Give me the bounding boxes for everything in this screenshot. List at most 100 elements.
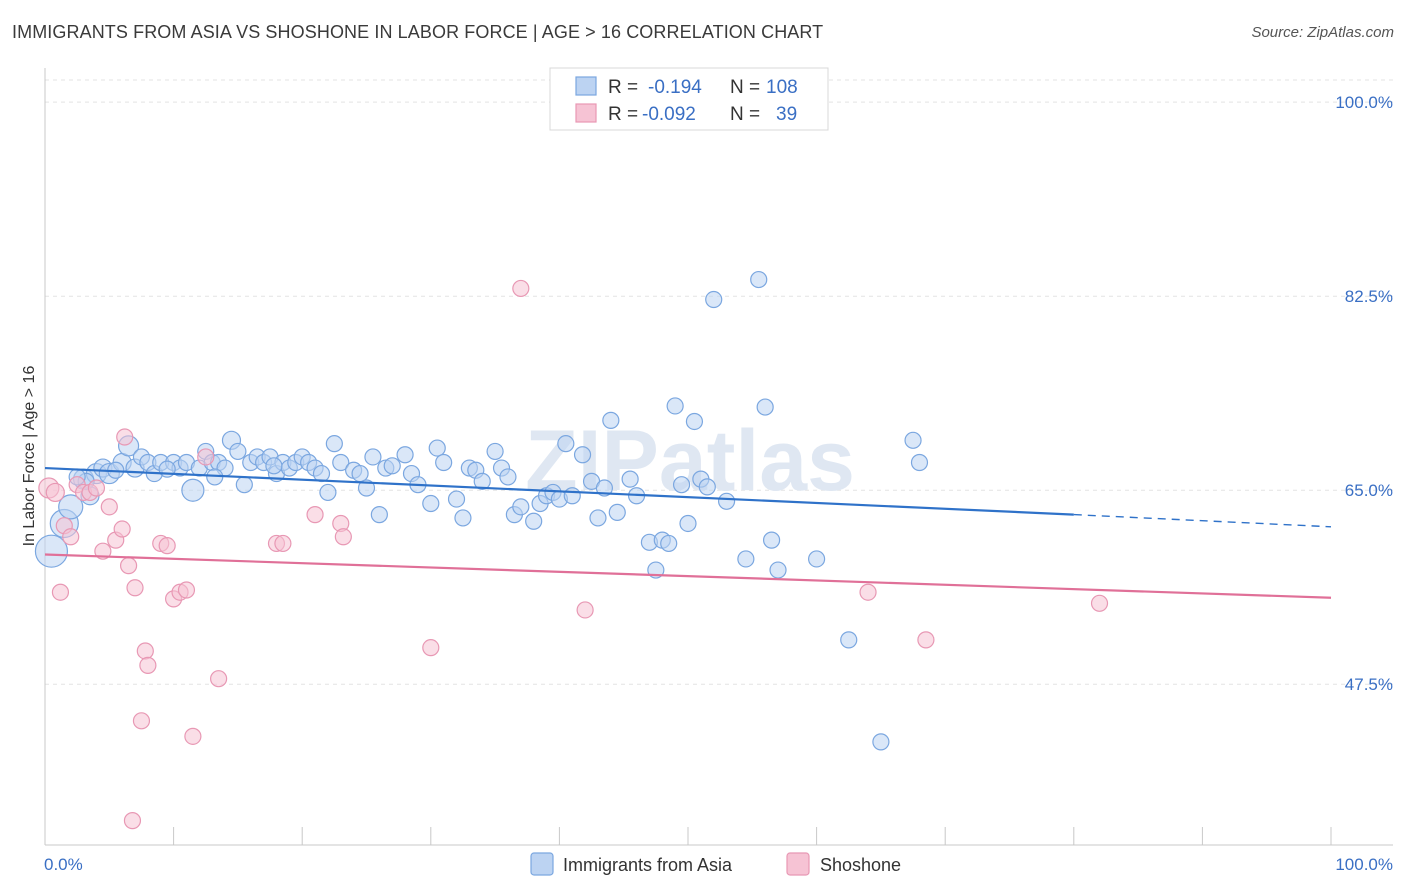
point-asia-100	[904, 431, 922, 449]
data-points	[34, 270, 1109, 830]
point-asia-86	[679, 514, 697, 533]
point-asia-74	[589, 509, 607, 527]
point-shoshone-9	[94, 542, 112, 560]
bottom-legend-label-shoshone: Shoshone	[820, 855, 901, 875]
x-tick-label-left: 0.0%	[44, 855, 83, 874]
point-asia-98	[840, 631, 858, 649]
point-shoshone-16	[132, 712, 151, 730]
point-shoshone-36	[859, 583, 877, 601]
point-asia-49	[396, 446, 414, 464]
point-asia-64	[512, 498, 530, 516]
point-asia-97	[807, 550, 826, 568]
legend-swatch-shoshone	[575, 103, 597, 123]
point-shoshone-1	[45, 482, 65, 503]
point-asia-39	[319, 483, 337, 502]
point-shoshone-12	[113, 520, 131, 538]
point-asia-59	[473, 472, 491, 490]
trend-line-shoshone	[44, 553, 1332, 599]
y-tick-label-2: 65.0%	[1345, 481, 1393, 500]
trend-line-extension-asia	[1073, 513, 1332, 528]
point-shoshone-30	[306, 506, 324, 524]
point-shoshone-29	[274, 534, 292, 553]
point-asia-71	[563, 487, 581, 505]
point-shoshone-37	[917, 631, 935, 649]
point-asia-96	[769, 561, 787, 579]
point-asia-45	[364, 448, 382, 466]
point-asia-18	[181, 478, 205, 502]
point-asia-53	[428, 439, 446, 457]
point-asia-89	[698, 478, 716, 496]
point-asia-48	[383, 457, 401, 475]
point-asia-95	[762, 531, 781, 549]
point-asia-55	[447, 490, 466, 508]
point-shoshone-4	[62, 528, 80, 546]
legend-n-value-asia: 108	[766, 77, 798, 98]
legend-r-label-shoshone: R =	[608, 104, 638, 125]
point-shoshone-24	[177, 581, 196, 599]
point-asia-56	[454, 509, 472, 527]
point-asia-72	[573, 446, 592, 464]
legend-n-label-shoshone: N =	[730, 104, 760, 125]
point-asia-75	[595, 479, 614, 497]
point-asia-26	[235, 476, 253, 494]
point-asia-43	[351, 464, 369, 483]
point-asia-76	[602, 411, 620, 429]
point-asia-85	[672, 476, 691, 494]
point-shoshone-27	[210, 670, 228, 688]
legend-r-value-shoshone: -0.092	[642, 104, 696, 125]
point-shoshone-2	[51, 583, 70, 601]
point-shoshone-19	[123, 812, 142, 830]
point-asia-41	[332, 453, 350, 472]
point-asia-2	[58, 494, 84, 520]
point-asia-62	[499, 468, 517, 486]
point-shoshone-21	[158, 537, 176, 555]
point-asia-54	[435, 453, 453, 472]
point-asia-94	[756, 398, 774, 416]
point-asia-46	[370, 506, 388, 524]
chart-title: IMMIGRANTS FROM ASIA VS SHOSHONE IN LABO…	[12, 22, 824, 42]
y-tick-labels: 100.0% 82.5% 65.0% 47.5%	[1335, 93, 1393, 694]
bottom-legend-label-asia: Immigrants from Asia	[563, 855, 733, 875]
y-axis-title: In Labor Force | Age > 16	[21, 366, 38, 547]
point-asia-0	[34, 534, 69, 568]
point-asia-92	[737, 550, 755, 568]
y-tick-label-1: 82.5%	[1345, 287, 1393, 306]
source-credit: Source: ZipAtlas.com	[1251, 24, 1394, 41]
point-asia-83	[660, 534, 678, 553]
point-shoshone-26	[197, 448, 215, 466]
y-tick-label-3: 47.5%	[1345, 675, 1393, 694]
point-shoshone-38	[1090, 594, 1109, 612]
point-shoshone-14	[119, 557, 138, 575]
point-shoshone-13	[116, 428, 134, 446]
legend-r-value-asia: -0.194	[648, 77, 702, 98]
point-asia-78	[621, 470, 639, 488]
legend-r-label-asia: R =	[608, 77, 638, 98]
point-shoshone-34	[512, 279, 530, 298]
point-asia-38	[312, 464, 331, 483]
point-asia-70	[557, 435, 575, 453]
point-shoshone-25	[184, 727, 202, 745]
point-shoshone-15	[126, 579, 144, 597]
legend-swatch-asia	[575, 76, 597, 96]
point-asia-84	[666, 397, 684, 415]
point-asia-25	[229, 442, 247, 461]
point-asia-91	[717, 492, 736, 510]
bottom-legend-swatch-shoshone	[786, 852, 810, 876]
trend-lines	[44, 466, 1332, 599]
point-asia-52	[422, 494, 440, 513]
point-asia-101	[910, 453, 929, 472]
point-shoshone-32	[334, 528, 352, 546]
point-asia-90	[705, 290, 723, 309]
bottom-legend-swatch-asia	[530, 852, 554, 876]
point-asia-107	[265, 457, 283, 475]
point-asia-40	[325, 435, 343, 453]
point-asia-87	[685, 412, 704, 431]
legend-n-value-shoshone: 39	[776, 104, 797, 125]
point-asia-65	[525, 512, 543, 530]
point-shoshone-17	[136, 642, 154, 660]
point-asia-93	[750, 270, 768, 289]
point-shoshone-8	[87, 479, 106, 497]
legend-n-label-asia: N =	[730, 77, 760, 98]
legend-box: R = -0.194 N = 108 R = -0.092 N = 39	[549, 67, 829, 131]
